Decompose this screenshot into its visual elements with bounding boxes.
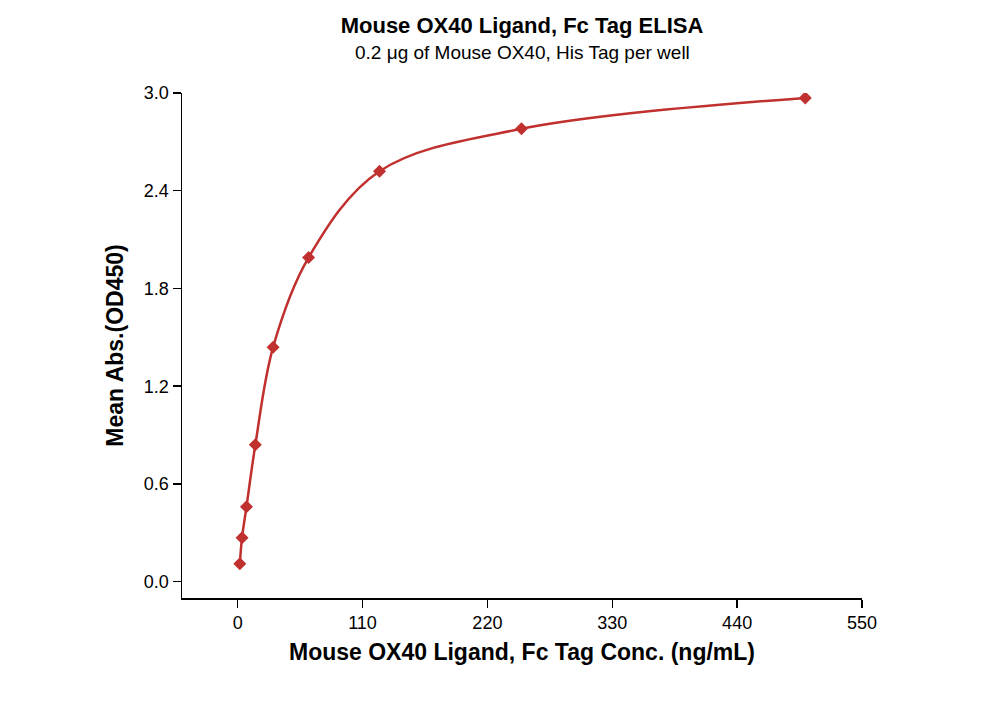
- svg-text:Mouse OX40 Ligand, Fc Tag Conc: Mouse OX40 Ligand, Fc Tag Conc. (ng/mL): [289, 639, 755, 665]
- svg-text:Mouse OX40 Ligand, Fc Tag ELIS: Mouse OX40 Ligand, Fc Tag ELISA: [341, 13, 704, 38]
- svg-text:1.2: 1.2: [144, 377, 169, 397]
- svg-text:3.0: 3.0: [144, 83, 169, 103]
- svg-text:0.2 μg of Mouse OX40, His Tag: 0.2 μg of Mouse OX40, His Tag per well: [355, 42, 690, 63]
- svg-text:110: 110: [348, 613, 377, 633]
- svg-text:0.6: 0.6: [144, 474, 169, 494]
- svg-text:330: 330: [597, 613, 627, 633]
- svg-text:2.4: 2.4: [144, 181, 169, 201]
- svg-text:0.0: 0.0: [144, 572, 169, 592]
- svg-text:0: 0: [233, 613, 243, 633]
- svg-text:440: 440: [722, 613, 752, 633]
- svg-text:220: 220: [472, 613, 502, 633]
- svg-text:550: 550: [847, 613, 877, 633]
- svg-text:1.8: 1.8: [144, 279, 169, 299]
- svg-text:Mean Abs.(OD450): Mean Abs.(OD450): [102, 244, 128, 446]
